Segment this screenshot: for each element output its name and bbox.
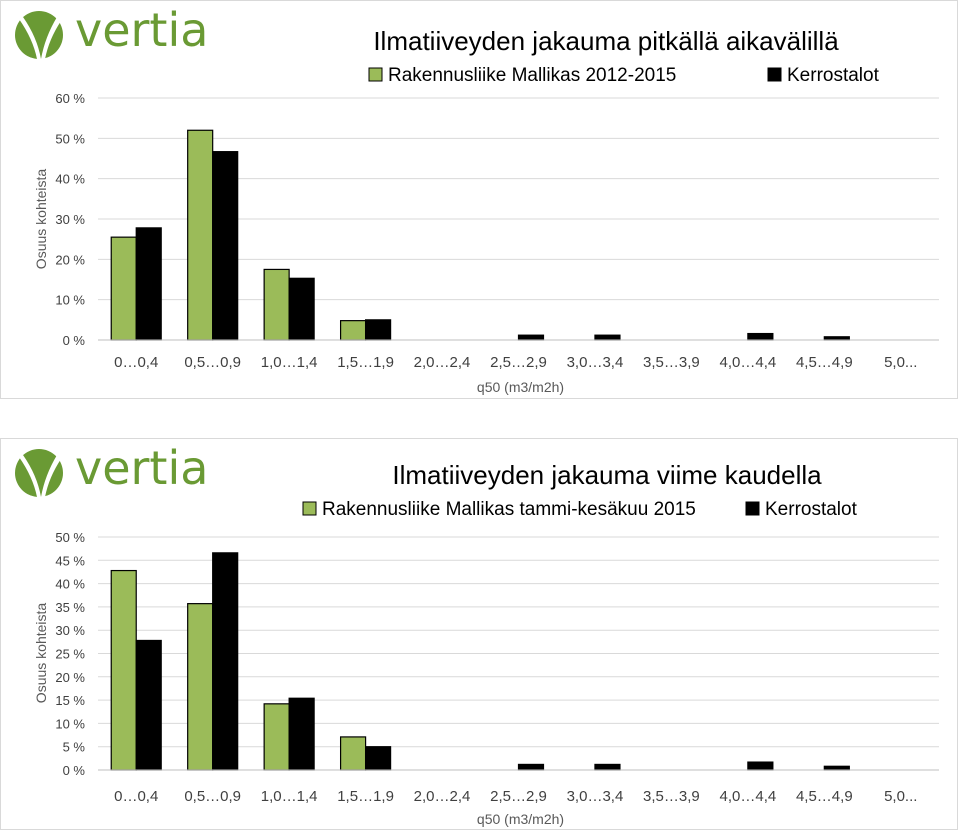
y-tick-label: 35 % <box>55 600 85 615</box>
bar <box>517 334 545 341</box>
y-tick-label: 30 % <box>55 623 85 638</box>
vertia-leaf-icon <box>15 449 63 497</box>
y-tick-label: 20 % <box>55 252 85 267</box>
x-tick-label: 2,0…2,4 <box>414 354 471 371</box>
x-tick-label: 1,0…1,4 <box>261 354 318 371</box>
legend-label: Rakennusliike Mallikas tammi-kesäkuu 201… <box>322 499 696 520</box>
bar <box>135 639 162 771</box>
bar <box>823 765 850 771</box>
legend-label: Kerrostalot <box>787 65 880 86</box>
bar <box>135 227 162 341</box>
x-tick-label: 2,5…2,9 <box>490 354 547 371</box>
y-tick-label: 50 % <box>55 530 85 545</box>
y-tick-label: 0 % <box>63 333 86 348</box>
x-tick-label: 3,5…3,9 <box>643 788 700 805</box>
x-tick-label: 5,0... <box>884 354 917 371</box>
x-axis-label: q50 (m3/m2h) <box>477 379 564 395</box>
bar <box>187 129 214 341</box>
bar <box>263 703 290 771</box>
bar <box>288 697 315 771</box>
bar <box>364 746 392 771</box>
y-tick-label: 20 % <box>55 670 85 685</box>
y-tick-label: 25 % <box>55 647 85 662</box>
x-tick-label: 3,5…3,9 <box>643 354 700 371</box>
chart-panel-long-term: vertia 0 % 10 % 20 % 30 % 40 % 50 % 60 % Ilmati… <box>0 0 958 399</box>
legend-swatch <box>745 501 760 516</box>
chart-title: Ilmatiiveyden jakauma pitkällä aikavälil… <box>373 26 839 56</box>
x-tick-label: 3,0…3,4 <box>567 354 624 371</box>
chart-panel-recent: vertia 0 % 5 % 10 % 15 % 20 % 25 % 30 % 35 % 40 … <box>0 438 958 830</box>
y-tick-label: 40 % <box>55 172 85 187</box>
bar <box>594 334 621 341</box>
y-tick-label: 0 % <box>63 763 86 778</box>
bar <box>364 319 392 341</box>
bar <box>517 763 545 771</box>
x-tick-label: 2,5…2,9 <box>490 788 547 805</box>
x-tick-label: 1,0…1,4 <box>261 788 318 805</box>
y-tick-label: 45 % <box>55 553 85 568</box>
vertia-logo: vertia <box>13 3 213 61</box>
bar <box>747 332 774 341</box>
x-axis-label: q50 (m3/m2h) <box>477 811 564 827</box>
x-tick-label: 4,0…4,4 <box>720 788 777 805</box>
bar <box>187 603 214 771</box>
logo-text: vertia <box>75 441 209 495</box>
bar <box>594 763 621 771</box>
x-tick-label: 0,5…0,9 <box>184 788 241 805</box>
logo-text: vertia <box>75 3 209 57</box>
x-tick-label: 5,0... <box>884 788 917 805</box>
bar <box>288 277 315 341</box>
vertia-logo: vertia <box>13 441 213 499</box>
y-tick-label: 15 % <box>55 693 85 708</box>
y-tick-label: 10 % <box>55 716 85 731</box>
legend-swatch <box>302 501 317 516</box>
legend-swatch <box>368 67 383 82</box>
y-axis-label: Osuus kohteista <box>33 169 49 270</box>
y-tick-label: 50 % <box>55 131 85 146</box>
x-tick-label: 4,0…4,4 <box>720 354 777 371</box>
x-tick-label: 1,5…1,9 <box>337 354 394 371</box>
y-tick-label: 60 % <box>55 91 85 106</box>
x-tick-label: 4,5…4,9 <box>796 788 853 805</box>
bar <box>339 320 367 341</box>
bar <box>212 552 239 771</box>
bar <box>110 569 137 771</box>
bar <box>263 268 290 341</box>
x-tick-label: 4,5…4,9 <box>796 354 853 371</box>
x-tick-label: 1,5…1,9 <box>337 788 394 805</box>
x-tick-label: 0…0,4 <box>114 788 158 805</box>
bar-chart-long-term: 0 % 10 % 20 % 30 % 40 % 50 % 60 % Ilmatiiveyden… <box>33 26 939 395</box>
x-tick-label: 2,0…2,4 <box>414 788 471 805</box>
bar <box>110 236 137 341</box>
legend-swatch <box>767 67 782 82</box>
bar <box>339 736 367 771</box>
bar <box>747 761 774 771</box>
legend-label: Rakennusliike Mallikas 2012-2015 <box>388 65 676 86</box>
legend-label: Kerrostalot <box>765 499 858 520</box>
y-tick-label: 30 % <box>55 212 85 227</box>
x-tick-label: 0,5…0,9 <box>184 354 241 371</box>
y-tick-label: 40 % <box>55 577 85 592</box>
y-tick-label: 10 % <box>55 293 85 308</box>
y-axis-label: Osuus kohteista <box>33 603 49 704</box>
x-tick-label: 3,0…3,4 <box>567 788 624 805</box>
x-tick-label: 0…0,4 <box>114 354 158 371</box>
bar <box>212 151 239 341</box>
bar-chart-recent: 0 % 5 % 10 % 15 % 20 % 25 % 30 % 35 % 40 % 45 % 50… <box>33 460 939 827</box>
vertia-leaf-icon <box>15 11 63 59</box>
y-tick-label: 5 % <box>63 740 86 755</box>
chart-title: Ilmatiiveyden jakauma viime kaudella <box>392 460 822 490</box>
